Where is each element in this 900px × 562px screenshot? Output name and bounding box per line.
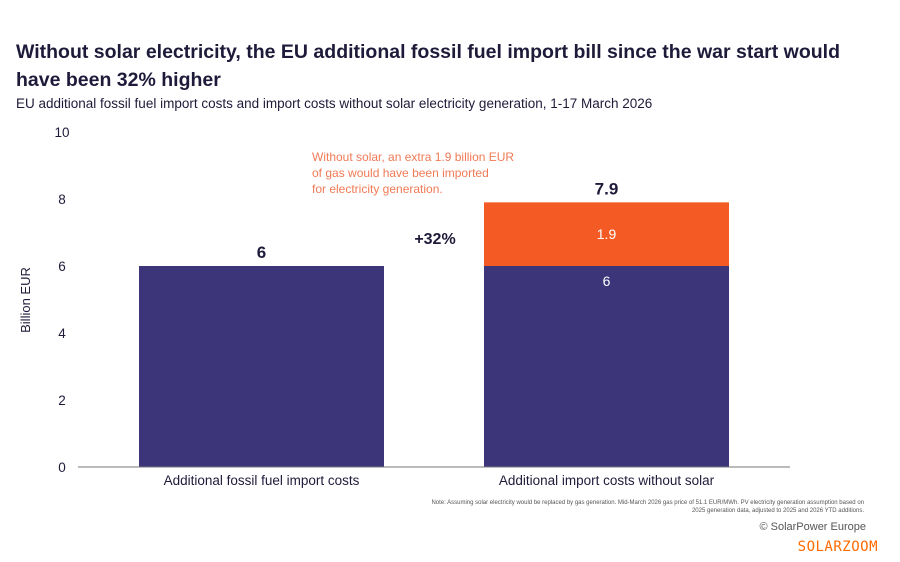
bar-segment [484,266,729,467]
y-tick-label: 2 [58,393,66,408]
x-tick-label: Additional fossil fuel import costs [164,473,360,488]
bar-segment-label: 6 [603,273,611,289]
bar-total-label: 7.9 [595,179,619,198]
callout-annotation-line: Without solar, an extra 1.9 billion EUR [312,150,514,164]
bar-total-label: 6 [257,243,266,262]
y-tick-label: 0 [58,460,66,475]
y-tick-label: 4 [58,326,66,341]
x-tick-label: Additional import costs without solar [499,473,715,488]
y-tick-label: 8 [58,192,66,207]
y-axis-label: Billion EUR [18,267,33,333]
callout-annotation-line: of gas would have been imported [312,166,489,180]
bar-segment [484,202,729,266]
y-tick-label: 10 [54,125,69,140]
chart-title: Without solar electricity, the EU additi… [16,41,840,91]
change-annotation: +32% [414,231,455,248]
source-credit: © SolarPower Europe [759,521,866,533]
footnote: Note: Assuming solar electricity would b… [431,500,864,514]
bar-segment [139,266,384,467]
callout-annotation-line: for electricity generation. [312,182,443,196]
chart-subtitle: EU additional fossil fuel import costs a… [16,96,653,111]
y-tick-label: 6 [58,259,66,274]
bar-segment-label: 1.9 [597,226,617,242]
watermark: SOLARZOOM [797,539,878,555]
